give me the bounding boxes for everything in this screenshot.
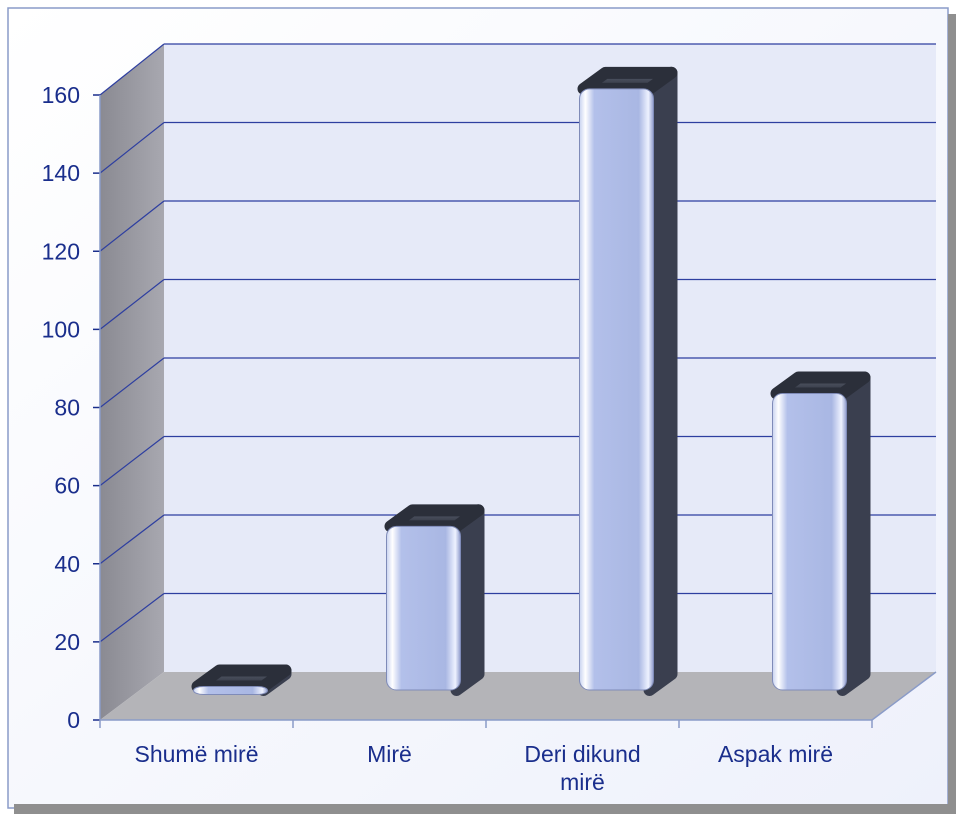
bar-3 (577, 66, 678, 696)
labels: 0 20 40 60 80 100 120 140 160 Shumë mirë Mirë Deri … (42, 82, 833, 795)
y-tick-label: 120 (42, 238, 80, 264)
x-tick-label-line: Aspak mirë (718, 741, 833, 767)
bar-top (770, 371, 871, 400)
bar-front (193, 685, 268, 695)
bar-top (577, 66, 678, 95)
y-tick-label: 60 (54, 473, 80, 499)
x-tick-label-line: Mirë (367, 741, 412, 767)
chart-frame-shadow-right (948, 14, 956, 814)
gridline-side (99, 122, 165, 174)
gridline-side (99, 436, 165, 487)
bar-2 (384, 504, 485, 696)
y-tick-label: 160 (42, 82, 80, 108)
gridline-side (99, 593, 165, 643)
x-tick-label-line: Shumë mirë (135, 741, 259, 767)
chart-frame-shadow (14, 804, 954, 814)
x-tick-label: Mirë (367, 741, 412, 767)
x-tick-label: Shumë mirë (135, 741, 259, 767)
y-tick-label: 40 (54, 551, 80, 577)
y-tick-label: 140 (42, 160, 80, 186)
bars (191, 66, 871, 696)
bar-top (384, 504, 485, 533)
bar-4 (770, 371, 871, 696)
gridline-side (99, 357, 165, 408)
floor (100, 672, 936, 720)
y-tick-label: 20 (54, 629, 80, 655)
x-tick-label: Aspak mirë (718, 741, 833, 767)
gridline-side (99, 279, 165, 330)
y-tick-label: 80 (54, 395, 80, 421)
y-tick-label: 100 (42, 316, 80, 342)
bar-front (386, 525, 461, 691)
x-tick-label-line: Deri dikund (524, 741, 640, 767)
bar-front (772, 393, 847, 691)
axes (93, 94, 937, 728)
bar-1 (191, 664, 292, 696)
gridline-side (99, 514, 165, 565)
floor-edge (871, 671, 937, 721)
x-tick-label: Deri dikund mirë (524, 741, 640, 795)
bar-front (579, 88, 654, 691)
gridline-side (99, 200, 165, 252)
y-tick-label: 0 (67, 707, 80, 733)
bar-top (191, 664, 292, 693)
x-tick-label-line: mirë (560, 769, 605, 795)
gridline-side (99, 43, 165, 96)
